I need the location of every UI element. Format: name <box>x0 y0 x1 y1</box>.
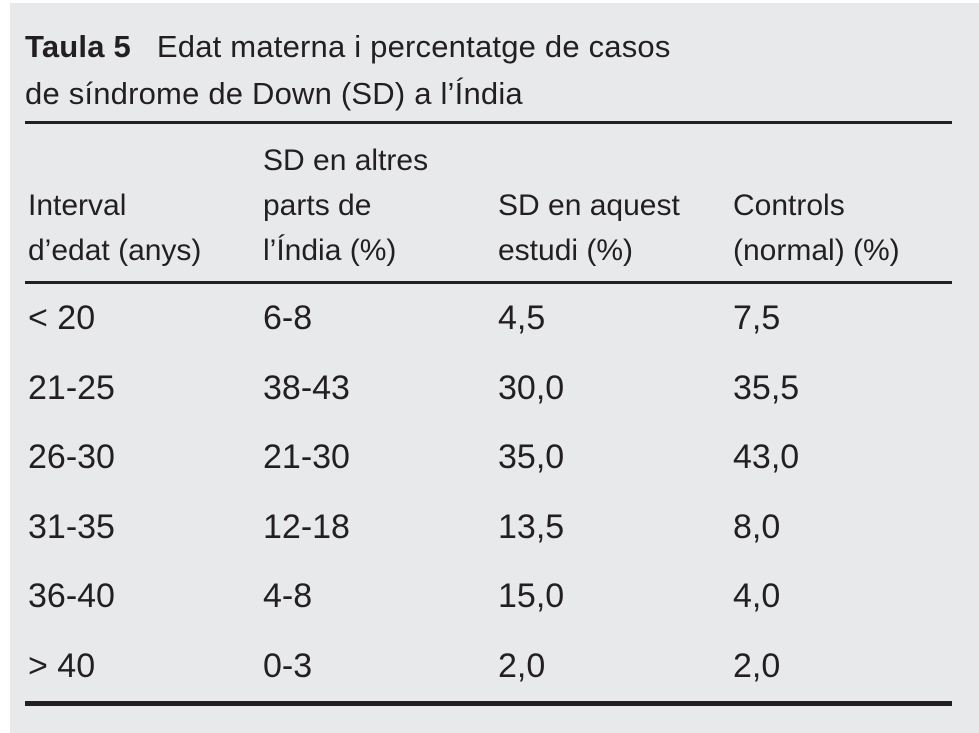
header-sd-altres-parts-india: SD en altres parts de l’Índia (%) <box>263 138 498 273</box>
table-panel: Taula 5 Edat materna i percentatge de cas… <box>10 3 979 733</box>
table-content: Taula 5 Edat materna i percentatge de cas… <box>25 3 952 706</box>
table-row: 21-25 38-43 30,0 35,5 <box>25 354 952 424</box>
table-header-row: Interval d’edat (anys) SD en altres part… <box>25 138 952 273</box>
cell-age-interval: 26-30 <box>28 438 115 477</box>
cell-age-interval: 21-25 <box>28 368 115 407</box>
table-row: 26-30 21-30 35,0 43,0 <box>25 423 952 493</box>
caption-line-1: Taula 5 Edat materna i percentatge de cas… <box>25 23 952 70</box>
cell-controls: 4,0 <box>733 577 781 616</box>
caption-title-part2: de síndrome de Down (SD) a l’Índia <box>25 76 523 111</box>
cell-age-interval: 36-40 <box>28 577 115 616</box>
header-controls-normal: Controls (normal) (%) <box>733 183 952 273</box>
cell-sd-other-india: 21-30 <box>263 438 350 477</box>
header-interval-edat: Interval d’edat (anys) <box>25 183 263 273</box>
table-body: < 20 6-8 4,5 7,5 21-25 38-43 30,0 35,5 2… <box>25 284 952 701</box>
header-line: Controls <box>733 189 845 222</box>
table-row: < 20 6-8 4,5 7,5 <box>25 284 952 354</box>
table-caption: Taula 5 Edat materna i percentatge de cas… <box>25 23 952 117</box>
cell-controls: 8,0 <box>733 507 781 546</box>
cell-sd-this-study: 35,0 <box>498 438 565 477</box>
cell-sd-other-india: 12-18 <box>263 507 350 546</box>
header-line: (normal) (%) <box>733 234 900 267</box>
cell-sd-this-study: 30,0 <box>498 368 565 407</box>
bottom-rule <box>25 701 952 706</box>
cell-controls: 35,5 <box>733 368 800 407</box>
cell-age-interval: > 40 <box>28 646 96 685</box>
cell-age-interval: < 20 <box>28 299 96 338</box>
cell-controls: 2,0 <box>733 646 781 685</box>
cell-controls: 7,5 <box>733 299 781 338</box>
cell-sd-this-study: 4,5 <box>498 299 546 338</box>
top-rule <box>25 121 952 124</box>
header-rule <box>25 281 952 284</box>
header-sd-aquest-estudi: SD en aquest estudi (%) <box>498 183 733 273</box>
caption-title-part1: Edat materna i percentatge de casos <box>156 29 671 64</box>
cell-sd-this-study: 13,5 <box>498 507 565 546</box>
header-line: l’Índia (%) <box>263 234 397 267</box>
cell-controls: 43,0 <box>733 438 800 477</box>
header-line: estudi (%) <box>498 234 634 267</box>
cell-sd-other-india: 38-43 <box>263 368 350 407</box>
table-row: > 40 0-3 2,0 2,0 <box>25 632 952 702</box>
header-line: SD en aquest <box>498 189 680 222</box>
table-row: 36-40 4-8 15,0 4,0 <box>25 562 952 632</box>
header-line: d’edat (anys) <box>28 234 202 267</box>
cell-sd-this-study: 15,0 <box>498 577 565 616</box>
cell-sd-other-india: 4-8 <box>263 577 313 616</box>
cell-sd-this-study: 2,0 <box>498 646 546 685</box>
cell-sd-other-india: 0-3 <box>263 646 313 685</box>
cell-sd-other-india: 6-8 <box>263 299 313 338</box>
table-number: Taula 5 <box>25 29 131 64</box>
cell-age-interval: 31-35 <box>28 507 115 546</box>
header-line: Interval <box>28 189 127 222</box>
header-line: SD en altres <box>263 144 429 177</box>
header-line: parts de <box>263 189 372 222</box>
table-row: 31-35 12-18 13,5 8,0 <box>25 493 952 563</box>
